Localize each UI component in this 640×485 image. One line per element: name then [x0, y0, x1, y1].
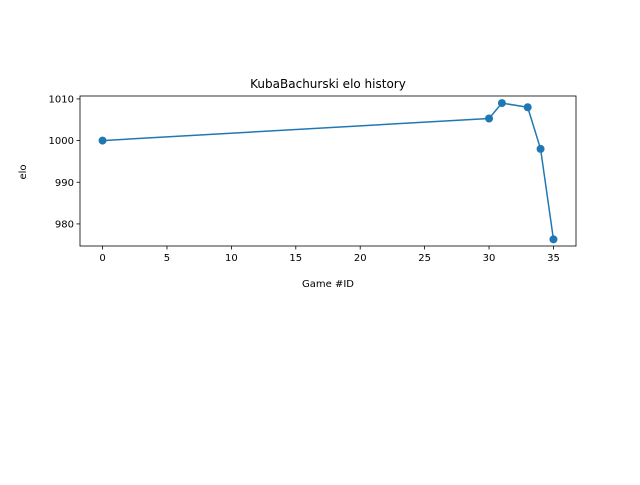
series-line	[102, 102, 555, 240]
x-tick-label: 20	[354, 253, 367, 264]
data-point	[549, 235, 558, 244]
x-axis-label: Game #ID	[302, 279, 354, 290]
x-tick-label: 5	[164, 253, 170, 264]
y-tick-label: 1010	[49, 94, 74, 105]
chart-title: KubaBachurski elo history	[250, 77, 406, 91]
data-point	[536, 144, 545, 153]
data-point	[523, 103, 532, 112]
x-tick-label: 35	[547, 253, 560, 264]
x-tick-label: 15	[289, 253, 302, 264]
x-tick-label: 0	[99, 253, 105, 264]
x-tick-label: 25	[418, 253, 431, 264]
axes-frame	[79, 95, 577, 247]
data-point	[98, 136, 107, 145]
y-tick-label: 980	[55, 219, 74, 230]
data-point	[485, 114, 494, 123]
plot-area: 0 5 10 15 20 25 30 35 980 990 1000 1010	[49, 94, 577, 264]
data-point	[497, 99, 506, 108]
y-tick-label: 990	[55, 178, 74, 189]
y-axis-label: elo	[18, 164, 29, 179]
x-tick-label: 30	[483, 253, 496, 264]
x-tick-label: 10	[225, 253, 238, 264]
y-tick-label: 1000	[49, 136, 74, 147]
